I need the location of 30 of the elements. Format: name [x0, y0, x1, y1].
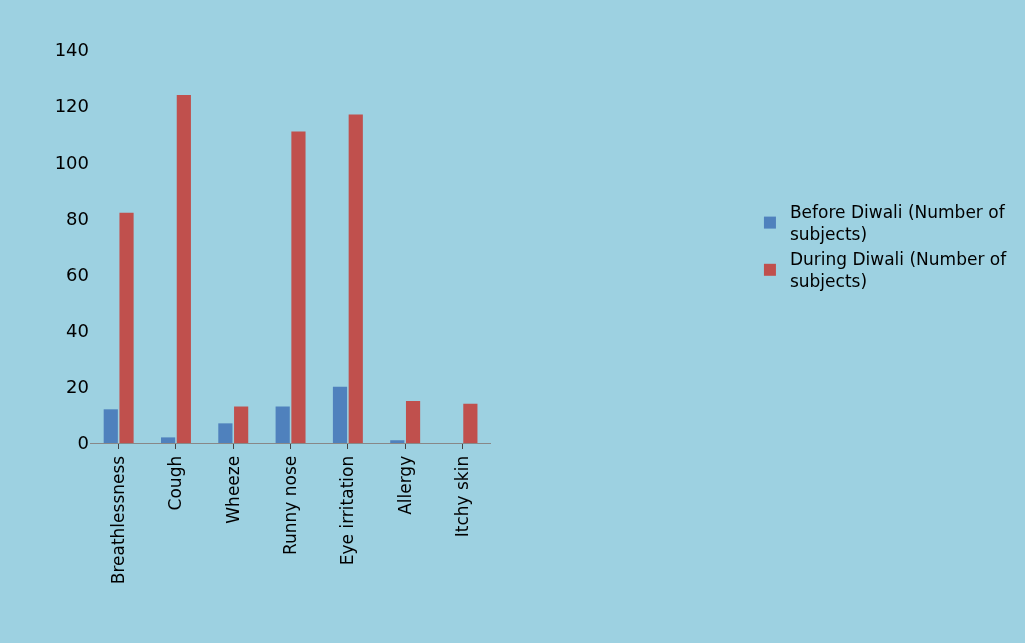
legend-label: During Diwali (Number of subjects): [789, 249, 1008, 292]
x-tick-label: Allergy: [394, 455, 415, 515]
x-tick-label: Breathlessness: [108, 455, 129, 585]
bar: [463, 403, 478, 443]
bar: [332, 386, 348, 443]
bar: [176, 94, 191, 443]
bar: [103, 409, 118, 443]
bar: [291, 131, 306, 443]
bar: [275, 406, 290, 443]
y-tick-label: 80: [66, 207, 89, 229]
bar: [348, 114, 363, 443]
y-tick-label: 140: [54, 39, 89, 61]
bar: [160, 437, 176, 443]
x-tick-label: Runny nose: [280, 455, 301, 556]
y-tick-label: 0: [77, 432, 89, 454]
y-tick-label: 20: [66, 376, 89, 398]
bar: [390, 440, 405, 443]
y-tick-label: 60: [66, 263, 89, 285]
x-tick-label: Eye irritation: [337, 455, 358, 566]
bar: [234, 406, 249, 443]
y-tick-label: 40: [66, 320, 89, 342]
y-tick-label: 100: [54, 151, 89, 173]
bar: [405, 400, 421, 443]
y-tick-label: 120: [54, 95, 89, 117]
bar: [218, 423, 233, 443]
bar: [119, 212, 134, 443]
legend-label: Before Diwali (Number of subjects): [789, 202, 1006, 245]
x-tick-label: Wheeze: [222, 455, 243, 524]
x-tick-label: Cough: [165, 455, 186, 511]
x-tick-label: Itchy skin: [452, 455, 473, 538]
